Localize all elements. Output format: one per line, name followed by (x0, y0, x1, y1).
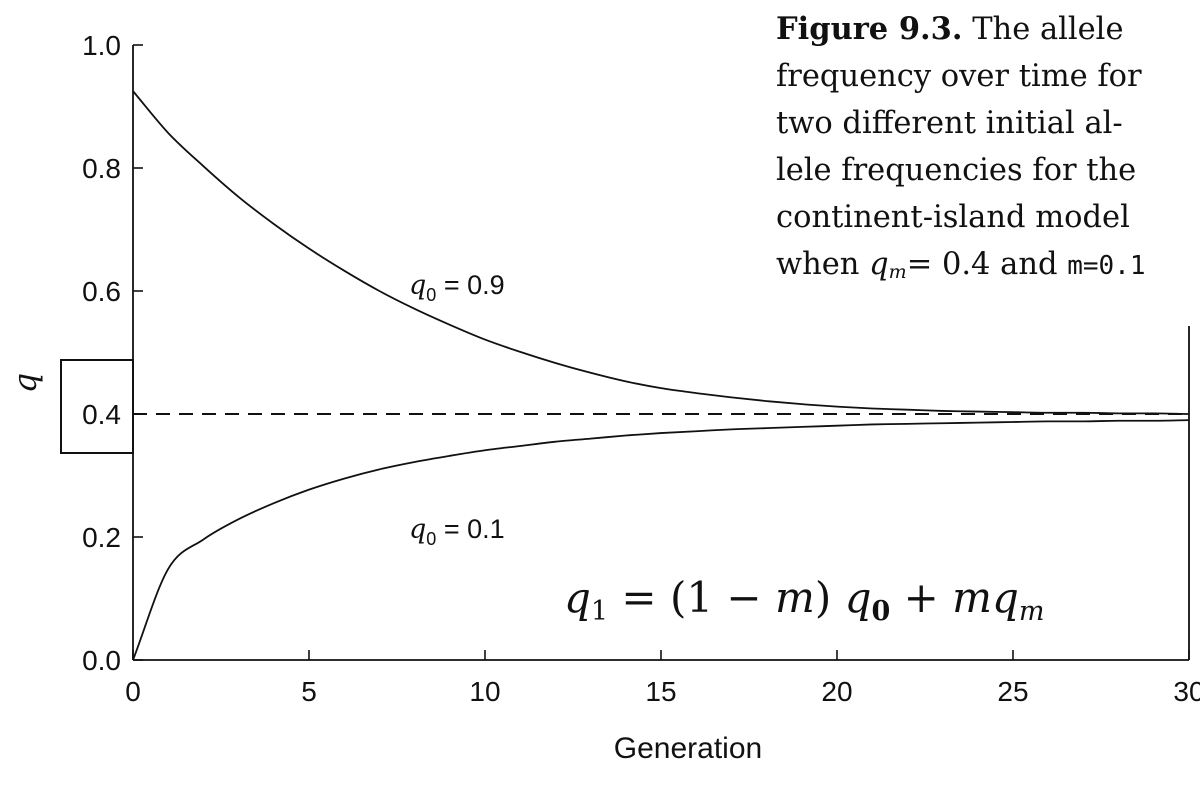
x-tick-label-5: 25 (997, 676, 1028, 707)
series-line-1 (132, 419, 1190, 661)
figure-caption: Figure 9.3. The allele frequency over ti… (776, 6, 1196, 296)
series-lines (132, 90, 1190, 661)
y-tick-label-0: 0.0 (82, 645, 121, 676)
tick-labels: 0.0 0.2 0.4 0.6 0.8 1.0 0 5 10 15 20 25 30 (82, 30, 1200, 707)
x-axis-label: Generation (614, 732, 762, 765)
axes (60, 44, 1190, 661)
x-tick-label-0: 0 (125, 676, 141, 707)
y-tick-label-2: 0.4 (82, 399, 121, 430)
y-tick-label-1: 0.2 (82, 522, 121, 553)
y-tick-label-3: 0.6 (82, 276, 121, 307)
caption-line-6: when qm= 0.4 and m=0.1 (776, 247, 1146, 283)
caption-line-2: frequency over time for (776, 59, 1142, 94)
curve-label-q0-0.9: q0 = 0.9 (409, 270, 505, 305)
caption-line-1: Figure 9.3. The allele (776, 11, 1124, 47)
caption-line-5: continent-island model (776, 200, 1130, 235)
y-tick-label-4: 0.8 (82, 153, 121, 184)
y-tick-highlight-box (60, 359, 134, 454)
caption-line-4: lele frequencies for the (776, 153, 1137, 188)
x-tick-label-3: 15 (645, 676, 676, 707)
y-axis-label: q (6, 373, 44, 393)
curve-label-q0-0.1: q0 = 0.1 (409, 514, 505, 549)
x-tick-label-6: 30 (1173, 676, 1200, 707)
caption-title: Figure 9.3. (776, 11, 963, 47)
x-tick-label-4: 20 (821, 676, 852, 707)
y-tick-label-5: 1.0 (82, 30, 121, 61)
x-tick-label-1: 5 (301, 676, 317, 707)
series-line-0 (132, 90, 1190, 415)
recursion-formula: q1 = (1 − m) q0 + mqm (564, 573, 1044, 627)
caption-line-3: two different initial al- (776, 106, 1123, 141)
x-tick-label-2: 10 (469, 676, 500, 707)
